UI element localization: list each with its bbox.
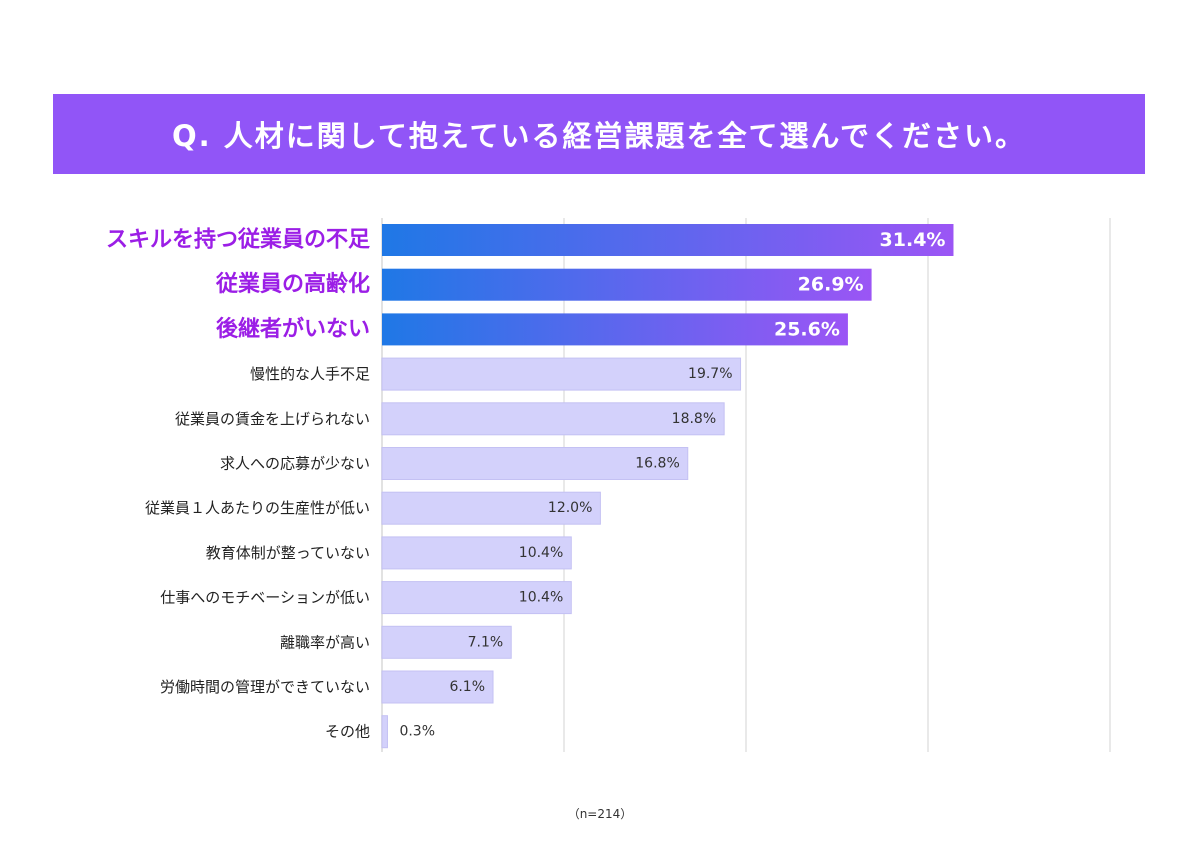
category-label: 仕事へのモチベーションが低い bbox=[160, 589, 370, 607]
value-label: 6.1% bbox=[449, 679, 485, 695]
category-label: その他 bbox=[325, 723, 370, 741]
value-label: 18.8% bbox=[672, 411, 716, 427]
category-label: スキルを持つ従業員の不足 bbox=[106, 227, 370, 253]
title-band: Q. 人材に関して抱えている経営課題を全て選んでください。 bbox=[53, 94, 1145, 174]
value-label: 31.4% bbox=[880, 229, 946, 251]
category-label: 離職率が高い bbox=[280, 633, 370, 651]
bar bbox=[381, 402, 725, 436]
value-label: 12.0% bbox=[548, 500, 592, 516]
category-label: 慢性的な人手不足 bbox=[250, 365, 370, 383]
sample-size-note: （n=214） bbox=[567, 807, 633, 821]
category-label: 後継者がいない bbox=[216, 316, 370, 342]
bar bbox=[381, 357, 742, 391]
value-label: 19.7% bbox=[688, 366, 732, 382]
bar bbox=[382, 268, 872, 301]
category-label: 従業員の高齢化 bbox=[215, 271, 370, 297]
category-label: 従業員１人あたりの生産性が低い bbox=[145, 499, 370, 517]
bar bbox=[381, 715, 388, 749]
value-label: 25.6% bbox=[774, 318, 840, 340]
bar bbox=[381, 670, 494, 704]
bar bbox=[381, 625, 512, 659]
value-label: 10.4% bbox=[519, 545, 563, 561]
category-label: 労働時間の管理ができていない bbox=[160, 678, 370, 696]
value-label: 10.4% bbox=[519, 590, 563, 606]
category-label: 従業員の賃金を上げられない bbox=[175, 410, 370, 428]
value-label: 0.3% bbox=[399, 724, 435, 740]
chart-title: Q. 人材に関して抱えている経営課題を全て選んでください。 bbox=[172, 119, 1026, 153]
value-label: 16.8% bbox=[635, 456, 679, 472]
bar bbox=[381, 491, 601, 525]
bar bbox=[381, 447, 689, 480]
bar bbox=[381, 536, 572, 570]
category-label: 教育体制が整っていない bbox=[206, 544, 370, 562]
category-label: 求人への応募が少ない bbox=[220, 455, 370, 473]
value-label: 7.1% bbox=[468, 634, 504, 650]
bar bbox=[381, 581, 572, 615]
bar bbox=[382, 313, 848, 346]
value-label: 26.9% bbox=[798, 274, 864, 296]
bar bbox=[382, 224, 954, 256]
